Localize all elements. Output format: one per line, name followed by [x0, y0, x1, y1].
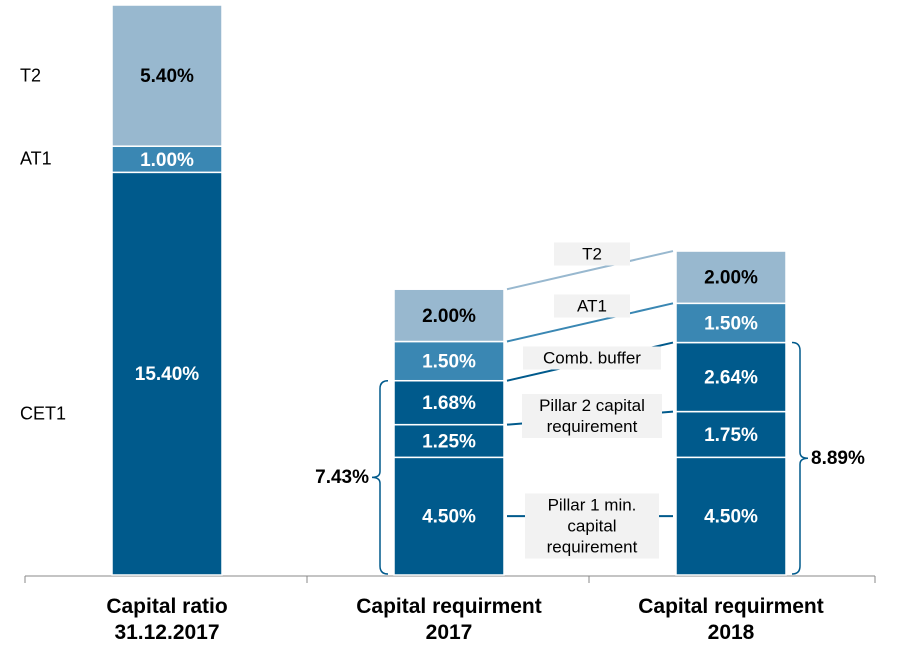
- bracket: [791, 341, 809, 575]
- value-label: 15.40%: [135, 364, 200, 385]
- series-label: AT1: [554, 294, 630, 318]
- series-label: Pillar 2 capital requirement: [522, 394, 662, 439]
- connector: [506, 250, 674, 291]
- bar-segment: [675, 456, 787, 576]
- legend-label: CET1: [20, 403, 67, 424]
- value-label: 1.25%: [422, 431, 476, 452]
- value-label: 1.50%: [704, 313, 758, 334]
- value-label: 1.75%: [704, 425, 758, 446]
- bar-segment: [111, 145, 223, 174]
- value-label: 5.40%: [140, 66, 194, 87]
- connector: [506, 302, 674, 343]
- value-label: 2.00%: [704, 268, 758, 289]
- series-label: Comb. buffer: [523, 346, 661, 370]
- category-label: Capital requirment 2017: [356, 595, 542, 644]
- bar-segment: [393, 288, 505, 343]
- bracket: [371, 379, 389, 575]
- bracket-label: 7.43%: [315, 467, 369, 488]
- value-label: 2.64%: [704, 368, 758, 389]
- bracket-label: 8.89%: [811, 448, 865, 469]
- category-label: Capital requirment 2018: [638, 595, 824, 644]
- bar-segment: [111, 171, 223, 576]
- value-label: 1.68%: [422, 393, 476, 414]
- series-label: Pillar 1 min. capital requirement: [525, 493, 659, 559]
- bar-segment: [675, 302, 787, 344]
- bar-segment: [111, 4, 223, 147]
- bar-segment: [675, 250, 787, 305]
- value-label: 2.00%: [422, 306, 476, 327]
- bar-segment: [675, 410, 787, 459]
- category-label: Capital ratio 31.12.2017: [106, 595, 228, 644]
- legend-label: AT1: [20, 148, 52, 169]
- value-label: 4.50%: [704, 507, 758, 528]
- series-label: T2: [554, 242, 630, 266]
- value-label: 4.50%: [422, 507, 476, 528]
- legend-label: T2: [20, 65, 42, 86]
- value-label: 1.50%: [422, 352, 476, 373]
- value-label: 1.00%: [140, 150, 194, 171]
